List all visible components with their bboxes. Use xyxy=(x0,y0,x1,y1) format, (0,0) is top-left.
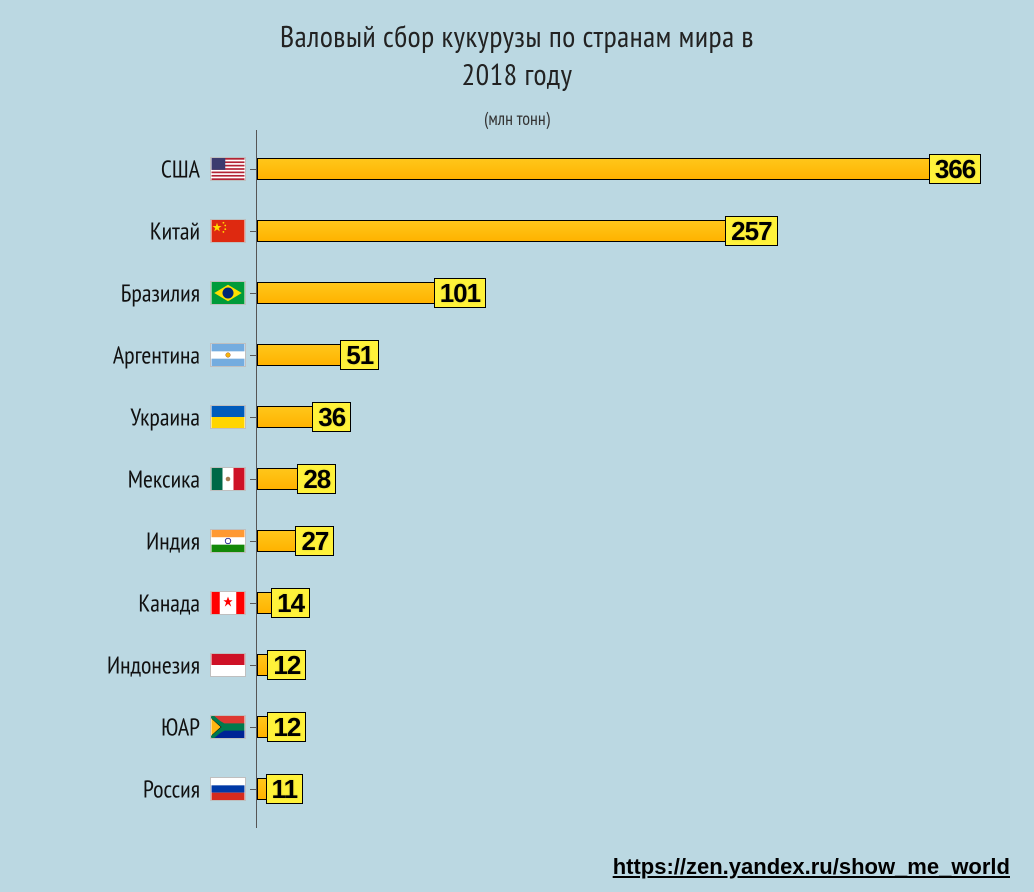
country-label: Аргентина xyxy=(113,340,200,371)
axis-tick xyxy=(250,789,256,790)
value-badge: 257 xyxy=(725,216,777,246)
chart-row: Россия 11 xyxy=(0,758,1034,820)
country-label: Россия xyxy=(143,774,200,805)
value-badge: 36 xyxy=(312,402,351,432)
flag-icon xyxy=(210,777,246,801)
title-line-2: 2018 году xyxy=(462,55,573,94)
bar xyxy=(257,344,352,366)
chart-title: Валовый сбор кукурузы по странам мира в … xyxy=(0,0,1034,95)
flag-icon xyxy=(210,281,246,305)
axis-tick xyxy=(250,231,256,232)
flag-icon xyxy=(210,157,246,181)
axis-tick xyxy=(250,293,256,294)
value-badge: 27 xyxy=(295,526,334,556)
bar xyxy=(257,158,941,180)
country-label: Канада xyxy=(138,588,200,619)
flag-icon xyxy=(210,405,246,429)
chart-row: США 366 xyxy=(0,138,1034,200)
axis-tick xyxy=(250,541,256,542)
value-badge: 101 xyxy=(434,278,486,308)
axis-tick xyxy=(250,417,256,418)
chart-row: Индонезия 12 xyxy=(0,634,1034,696)
flag-icon xyxy=(210,343,246,367)
country-label: Индия xyxy=(146,526,200,557)
value-badge: 366 xyxy=(929,154,981,184)
chart-row: Аргентина 51 xyxy=(0,324,1034,386)
flag-icon xyxy=(210,219,246,243)
flag-icon xyxy=(210,467,246,491)
chart-row: Индия 27 xyxy=(0,510,1034,572)
country-label: Китай xyxy=(150,216,200,247)
chart-row: Украина 36 xyxy=(0,386,1034,448)
country-label: ЮАР xyxy=(161,712,200,743)
country-label: Бразилия xyxy=(121,278,200,309)
flag-icon xyxy=(210,653,246,677)
axis-tick xyxy=(250,479,256,480)
chart-row: ЮАР 12 xyxy=(0,696,1034,758)
flag-icon xyxy=(210,591,246,615)
chart-subtitle: (млн тонн) xyxy=(0,107,1034,130)
axis-tick xyxy=(250,665,256,666)
axis-tick xyxy=(250,355,256,356)
value-badge: 12 xyxy=(267,712,306,742)
axis-tick xyxy=(250,169,256,170)
country-label: Индонезия xyxy=(107,650,200,681)
chart-row: Мексика 28 xyxy=(0,448,1034,510)
source-link[interactable]: https://zen.yandex.ru/show_me_world xyxy=(613,854,1010,880)
value-badge: 12 xyxy=(267,650,306,680)
flag-icon xyxy=(210,529,246,553)
bar xyxy=(257,282,446,304)
value-badge: 14 xyxy=(271,588,310,618)
country-label: Украина xyxy=(130,402,200,433)
title-line-1: Валовый сбор кукурузы по странам мира в xyxy=(280,17,754,56)
value-badge: 11 xyxy=(266,774,304,804)
chart-row: Китай 257 xyxy=(0,200,1034,262)
axis-tick xyxy=(250,603,256,604)
value-badge: 51 xyxy=(340,340,379,370)
value-badge: 28 xyxy=(297,464,336,494)
chart-row: Канада 14 xyxy=(0,572,1034,634)
chart-row: Бразилия 101 xyxy=(0,262,1034,324)
axis-tick xyxy=(250,727,256,728)
country-label: США xyxy=(161,154,200,185)
bar-chart: США 366 Китай 257 Бразилия 101 Аргентина 51 Укра… xyxy=(0,138,1034,820)
country-label: Мексика xyxy=(128,464,200,495)
flag-icon xyxy=(210,715,246,739)
bar xyxy=(257,220,737,242)
